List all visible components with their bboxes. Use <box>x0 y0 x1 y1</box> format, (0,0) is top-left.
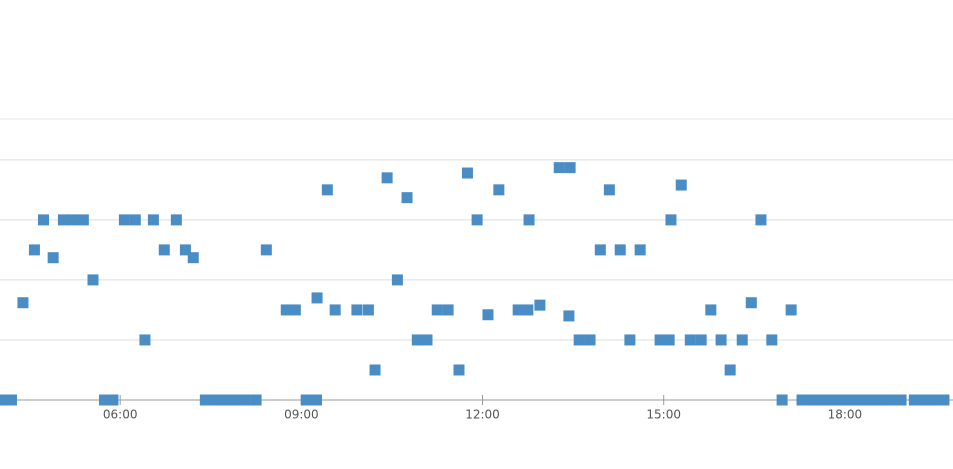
point <box>918 394 930 406</box>
point <box>391 274 403 286</box>
point <box>461 167 473 179</box>
point <box>785 304 797 316</box>
point <box>634 244 646 256</box>
point <box>310 394 322 406</box>
point <box>938 394 950 406</box>
point <box>87 274 99 286</box>
x-tick-label: 15:00 <box>646 408 681 422</box>
point <box>351 304 363 316</box>
point <box>564 162 576 174</box>
point <box>876 394 888 406</box>
point <box>219 394 231 406</box>
point <box>311 292 323 304</box>
point <box>675 179 687 191</box>
point <box>118 214 130 226</box>
point <box>512 304 524 316</box>
point <box>239 394 251 406</box>
point <box>523 214 535 226</box>
point <box>928 394 940 406</box>
point <box>724 364 736 376</box>
point <box>260 244 272 256</box>
point <box>695 334 707 346</box>
point <box>5 394 17 406</box>
point <box>493 184 505 196</box>
point <box>776 394 788 406</box>
point <box>796 394 808 406</box>
point <box>663 334 675 346</box>
point <box>37 214 49 226</box>
point <box>836 394 848 406</box>
point <box>584 334 596 346</box>
point <box>179 244 191 256</box>
point <box>147 214 159 226</box>
point <box>0 394 9 406</box>
x-tick-label: 09:00 <box>284 408 319 422</box>
point <box>28 244 40 256</box>
point <box>77 214 89 226</box>
point <box>47 252 59 264</box>
point <box>369 364 381 376</box>
point <box>826 394 838 406</box>
point <box>98 394 110 406</box>
point <box>766 334 778 346</box>
point <box>594 244 606 256</box>
point <box>129 214 141 226</box>
point <box>665 214 677 226</box>
point <box>482 309 494 321</box>
point <box>553 162 565 174</box>
point <box>421 334 433 346</box>
x-tick-label: 12:00 <box>465 408 500 422</box>
point <box>856 394 868 406</box>
point <box>209 394 221 406</box>
point <box>816 394 828 406</box>
point <box>139 334 151 346</box>
point <box>442 304 454 316</box>
point <box>401 192 413 204</box>
point <box>866 394 878 406</box>
point <box>522 304 534 316</box>
point <box>654 334 666 346</box>
point <box>684 334 696 346</box>
point <box>199 394 211 406</box>
point <box>705 304 717 316</box>
point <box>471 214 483 226</box>
point <box>895 394 907 406</box>
point <box>187 252 199 264</box>
point <box>614 244 626 256</box>
point <box>563 310 575 322</box>
point <box>886 394 898 406</box>
point <box>170 214 182 226</box>
point <box>229 394 241 406</box>
point <box>300 394 312 406</box>
point <box>158 244 170 256</box>
point <box>453 364 465 376</box>
point <box>736 334 748 346</box>
point <box>280 304 292 316</box>
point <box>534 299 546 311</box>
point <box>755 214 767 226</box>
point <box>362 304 374 316</box>
point <box>107 394 119 406</box>
point <box>289 304 301 316</box>
point <box>908 394 920 406</box>
point <box>67 214 79 226</box>
point <box>321 184 333 196</box>
point <box>624 334 636 346</box>
point <box>573 334 585 346</box>
point <box>603 184 615 196</box>
point <box>329 304 341 316</box>
x-tick-label: 18:00 <box>828 408 863 422</box>
point <box>715 334 727 346</box>
x-tick-label: 06:00 <box>103 408 138 422</box>
point <box>846 394 858 406</box>
point <box>431 304 443 316</box>
point <box>17 297 29 309</box>
point <box>250 394 262 406</box>
point <box>381 172 393 184</box>
point <box>411 334 423 346</box>
point <box>745 297 757 309</box>
point <box>806 394 818 406</box>
point <box>57 214 69 226</box>
